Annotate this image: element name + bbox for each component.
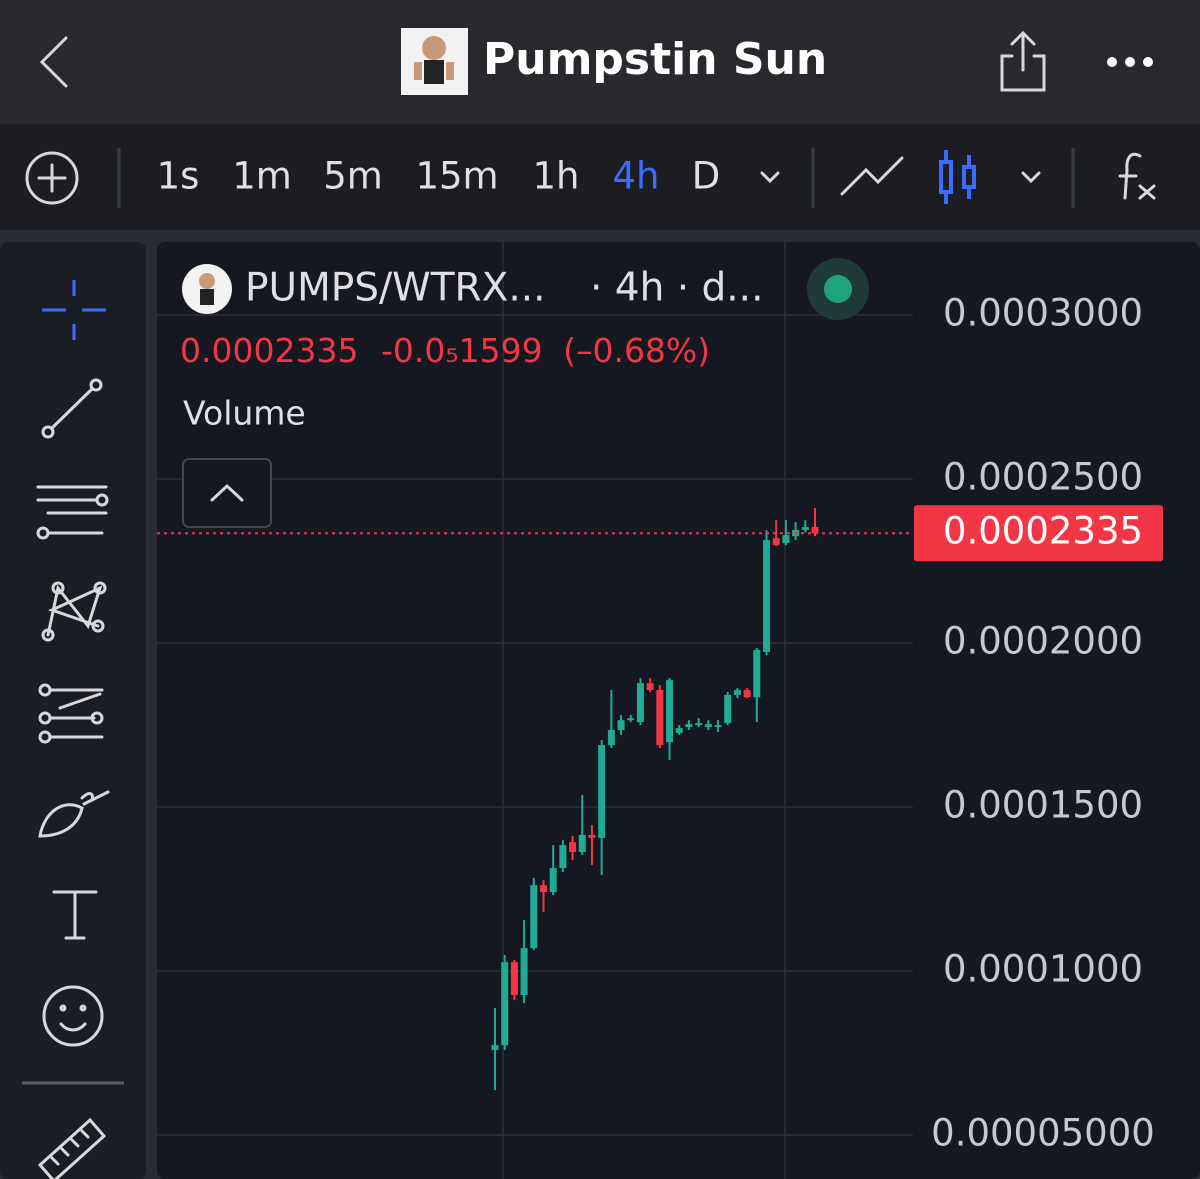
candle-body [801, 527, 809, 530]
candle-body [549, 868, 557, 893]
more-button[interactable] [1107, 57, 1153, 67]
candle-body [675, 728, 683, 733]
candle-body [714, 725, 722, 728]
interval-button[interactable]: 4h [613, 155, 660, 198]
candle-body [510, 962, 518, 996]
toolbar-bar [0, 124, 1200, 230]
back-button[interactable] [39, 36, 68, 88]
collapse-button[interactable] [182, 458, 272, 528]
candle-body [772, 538, 780, 546]
page-title: Pumpstin Sun [483, 34, 827, 85]
y-tick-label: 0.0001000 [943, 948, 1143, 991]
interval-button[interactable]: 1h [533, 155, 580, 198]
symbol-avatar [182, 264, 232, 314]
interval-dropdown[interactable] [760, 171, 780, 184]
interval-button[interactable]: D [692, 155, 721, 198]
tools-panel [0, 242, 146, 1179]
symbol: PUMPS/WTRX... [245, 266, 546, 311]
candle-body [598, 745, 606, 838]
interval-group: 1s 1m 5m 15m 1h 4h D [157, 155, 721, 198]
y-tick-label: 0.0001500 [943, 784, 1143, 827]
interval-button[interactable]: 15m [415, 155, 498, 198]
candle-body [704, 724, 712, 728]
candle-chart-button[interactable] [939, 150, 976, 204]
candle-body [520, 948, 528, 996]
last-price: 0.0002335 [180, 331, 358, 370]
indicator-label: Volume [183, 394, 306, 433]
price-legend: 0.0002335 -0.0₅1599 (–0.68%) [180, 331, 710, 370]
candle-body [578, 834, 586, 853]
candle-body [695, 723, 703, 726]
price-change: -0.0₅1599 [381, 331, 543, 370]
collapse-icon [210, 483, 244, 502]
chart-panel [157, 242, 1200, 1179]
candle-body [617, 720, 625, 731]
symbol-meta: · 4h · d... [590, 266, 763, 311]
header-bar [0, 0, 1200, 124]
candle-body [607, 730, 615, 746]
price-tag-label: 0.0002335 [943, 510, 1143, 553]
candle-body [656, 690, 664, 746]
candle-body [733, 690, 741, 695]
candle-body [743, 690, 751, 698]
candle-body [666, 680, 674, 743]
y-tick-label: 0.0002500 [943, 456, 1143, 499]
candle-body [569, 842, 577, 853]
grid [157, 314, 913, 1137]
share-button[interactable] [1000, 30, 1046, 92]
projection-tool[interactable] [38, 683, 104, 744]
price-change-percent: (–0.68%) [563, 331, 710, 370]
candle-body [782, 535, 790, 544]
candle-body [491, 1045, 499, 1051]
ruler-tool[interactable] [37, 1117, 107, 1179]
candle-body [763, 540, 771, 652]
interval-button[interactable]: 1s [157, 155, 200, 198]
price-axis: 0.0003000 0.0002500 0.0002000 0.0001500 0.00… [157, 292, 1163, 1155]
candle-body [724, 694, 732, 724]
fib-tool[interactable] [36, 485, 109, 540]
candle-body [559, 845, 567, 869]
chart-type-dropdown[interactable] [1021, 171, 1041, 184]
interval-button[interactable]: 1m [232, 155, 292, 198]
trendline-tool[interactable] [41, 378, 103, 439]
candle-body [646, 683, 654, 691]
price-tag [914, 505, 1163, 562]
pattern-tool[interactable] [41, 581, 107, 642]
avatar [401, 28, 468, 95]
candle-body [501, 962, 509, 1046]
candle-body [530, 885, 538, 949]
brush-tool[interactable] [38, 790, 110, 838]
y-tick-label: 0.0002000 [943, 620, 1143, 663]
y-tick-label: 0.0003000 [943, 292, 1143, 335]
emoji-tool[interactable] [42, 985, 104, 1047]
add-indicator-button[interactable] [25, 151, 79, 205]
indicators-button[interactable] [1118, 152, 1156, 200]
candle-body [539, 885, 547, 893]
interval-button[interactable]: 5m [323, 155, 383, 198]
drawing-tools [22, 280, 124, 1179]
candle-body [753, 649, 761, 698]
y-tick-label: 0.00005000 [931, 1112, 1155, 1155]
candle-body [685, 724, 693, 728]
text-tool[interactable] [52, 890, 98, 940]
candle-body [636, 683, 644, 723]
candle-body [627, 718, 635, 721]
line-chart-button[interactable] [840, 156, 904, 196]
candle-body [811, 527, 819, 534]
crosshair-tool[interactable] [42, 280, 106, 340]
status-dot [824, 275, 852, 303]
candle-body [588, 834, 596, 838]
